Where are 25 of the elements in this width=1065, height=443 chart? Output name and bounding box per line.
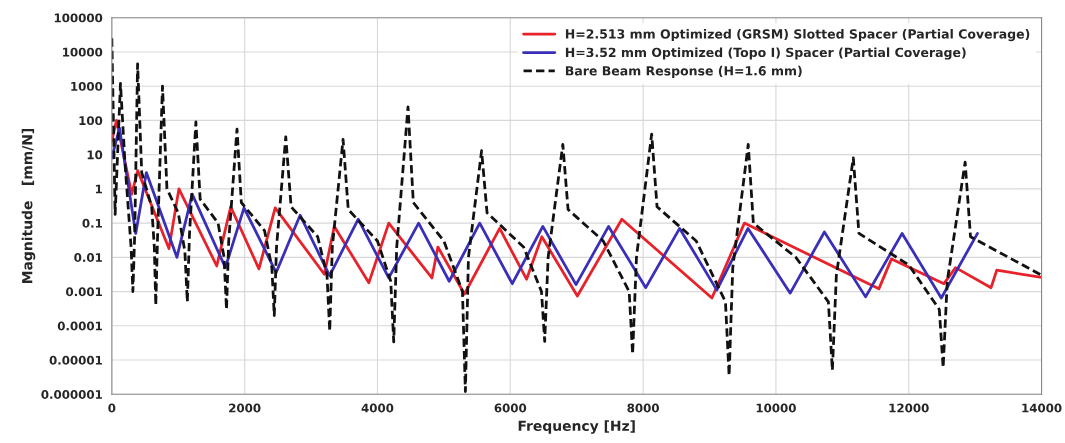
x-axis-title: Frequency [Hz] (518, 420, 635, 434)
x-tick-label: 0 (108, 403, 116, 413)
y-tick-label: 10 (87, 150, 103, 160)
x-tick-label: 2000 (229, 403, 261, 413)
legend-label: H=3.52 mm Optimized (Topo I) Spacer (Partial Coverage) (565, 47, 966, 60)
x-tick-label: 12000 (889, 403, 929, 413)
y-tick-label: 0.001 (66, 287, 102, 297)
y-axis-title: Magnitude [mm/N] (21, 128, 36, 283)
y-tick-label: 0.1 (82, 218, 102, 228)
y-tick-label: 0.000001 (41, 389, 102, 399)
y-tick-label: 0.0001 (57, 321, 102, 331)
y-tick-label: 100000 (54, 13, 103, 23)
y-tick-label: 1000 (71, 81, 103, 91)
y-tick-label: 0.00001 (49, 355, 102, 365)
y-tick-label: 10000 (63, 47, 103, 57)
y-tick-label: 0.01 (74, 253, 102, 262)
y-tick-label: 1 (95, 184, 102, 194)
legend-label: H=2.513 mm Optimized (GRSM) Slotted Spacer (Partial Coverage) (565, 28, 1030, 42)
x-tick-label: 14000 (1022, 403, 1062, 413)
x-tick-label: 4000 (361, 403, 394, 413)
y-tick-label: 100 (79, 116, 103, 126)
x-tick-label: 10000 (756, 403, 796, 413)
x-tick-label: 8000 (627, 403, 659, 413)
x-tick-label: 6000 (494, 403, 527, 413)
legend-label: Bare Beam Response (H=1.6 mm) (565, 65, 802, 78)
